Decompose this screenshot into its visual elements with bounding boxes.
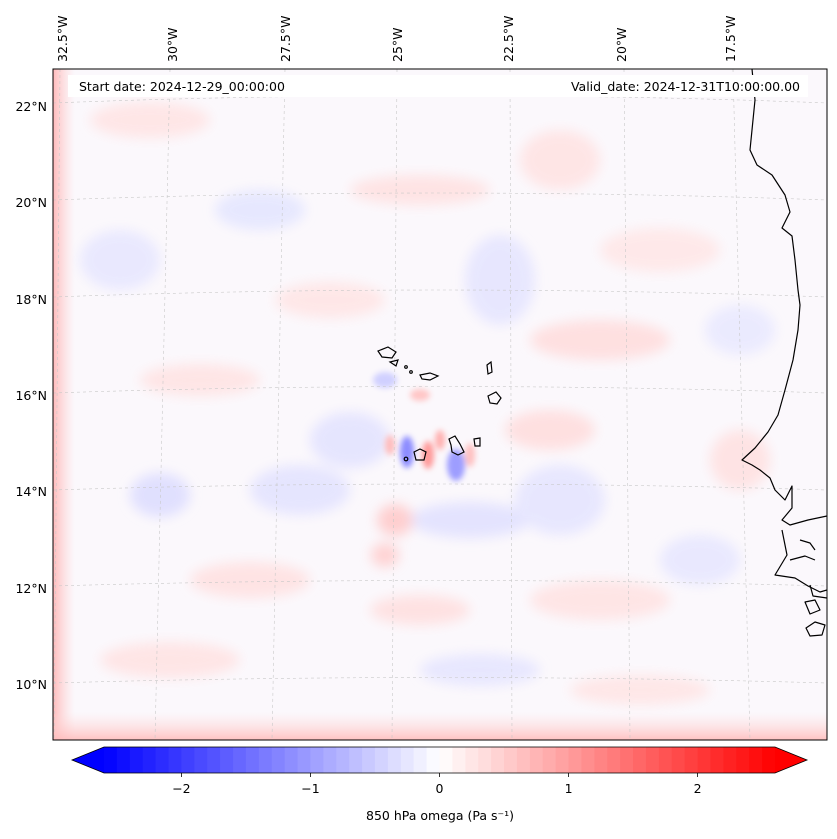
colorbar-tick-label: −1	[301, 781, 319, 796]
valid-date-label: Valid_date: 2024-12-31T10:00:00.00	[571, 79, 800, 94]
colorbar-cell	[581, 747, 595, 773]
colorbar-cell	[207, 747, 221, 773]
colorbar-cell	[155, 747, 170, 773]
colorbar-cell	[658, 747, 673, 773]
lon-tick-label: 17.5°W	[723, 16, 738, 62]
colorbar-cells	[72, 747, 807, 773]
colorbar-cell	[310, 747, 324, 773]
colorbar-extend-min	[72, 747, 104, 773]
colorbar-cell	[710, 747, 724, 773]
colorbar-cell	[736, 747, 750, 773]
colorbar-tick-label: 2	[694, 781, 702, 796]
colorbar-cell	[323, 747, 337, 773]
omega-field	[53, 69, 827, 740]
colorbar-cell	[542, 747, 557, 773]
lat-tick-label: 18°N	[15, 292, 47, 307]
colorbar-cell	[258, 747, 273, 773]
colorbar-cell	[439, 747, 453, 773]
colorbar-cell	[374, 747, 389, 773]
cape-verde-islands	[377, 346, 502, 462]
colorbar-outline	[70, 746, 809, 774]
colorbar-cell	[168, 747, 183, 773]
lat-tick-label: 14°N	[15, 484, 47, 499]
lon-tick-label: 25°W	[390, 27, 405, 62]
colorbar-cell	[555, 747, 570, 773]
colorbar-cell	[142, 747, 157, 773]
colorbar: −2 −1 0 1 2 850 hPa omega (Pa s⁻¹)	[70, 746, 809, 823]
colorbar-cell	[284, 747, 299, 773]
colorbar-cell	[129, 747, 144, 773]
colorbar-cell	[594, 747, 608, 773]
lon-tick-label: 32.5°W	[55, 16, 70, 62]
lat-tick-label: 20°N	[15, 195, 47, 210]
colorbar-cell	[633, 747, 647, 773]
colorbar-cell	[233, 747, 247, 773]
lat-tick-label: 22°N	[15, 99, 47, 114]
colorbar-cell	[568, 747, 583, 773]
lat-tick-label: 16°N	[15, 388, 47, 403]
colorbar-tick-label: 1	[565, 781, 573, 796]
colorbar-cell	[607, 747, 621, 773]
lon-tick-label: 22.5°W	[501, 16, 516, 62]
colorbar-cell	[362, 747, 376, 773]
colorbar-cell	[452, 747, 466, 773]
lon-tick-label: 27.5°W	[278, 16, 293, 62]
header-box	[68, 75, 808, 97]
colorbar-cell	[400, 747, 415, 773]
colorbar-extend-max	[775, 747, 807, 773]
colorbar-cell	[723, 747, 737, 773]
lon-tick-label: 20°W	[614, 27, 629, 62]
colorbar-cell	[220, 747, 234, 773]
colorbar-cell	[413, 747, 428, 773]
coastline	[741, 69, 827, 637]
colorbar-cell	[478, 747, 492, 773]
map-frame	[52, 68, 828, 741]
colorbar-cell	[116, 747, 131, 773]
lon-tick-label: 30°W	[165, 27, 180, 62]
colorbar-cell	[271, 747, 286, 773]
lat-tick-label: 12°N	[15, 581, 47, 596]
lat-tick-label: 10°N	[15, 677, 47, 692]
colorbar-cell	[684, 747, 699, 773]
colorbar-cell	[620, 747, 634, 773]
colorbar-cell	[516, 747, 531, 773]
colorbar-cell	[349, 747, 363, 773]
latitude-ticks: 22°N 20°N 18°N 16°N 14°N 12°N 10°N	[15, 99, 47, 692]
colorbar-cell	[762, 747, 776, 773]
colorbar-cell	[491, 747, 505, 773]
colorbar-cell	[465, 747, 479, 773]
gridlines	[53, 69, 827, 740]
colorbar-cell	[529, 747, 544, 773]
colorbar-cell	[387, 747, 402, 773]
longitude-ticks: 32.5°W 30°W 27.5°W 25°W 22.5°W 20°W 17.5…	[55, 16, 738, 62]
colorbar-cell	[749, 747, 763, 773]
colorbar-cell	[181, 747, 195, 773]
colorbar-cell	[645, 747, 660, 773]
colorbar-cell	[245, 747, 260, 773]
colorbar-cell	[297, 747, 312, 773]
colorbar-ticks: −2 −1 0 1 2	[172, 773, 702, 796]
colorbar-cell	[426, 747, 441, 773]
colorbar-cell	[194, 747, 208, 773]
colorbar-tick-label: −2	[172, 781, 190, 796]
colorbar-tick-label: 0	[436, 781, 444, 796]
colorbar-cell	[336, 747, 350, 773]
start-date-label: Start date: 2024-12-29_00:00:00	[79, 79, 285, 94]
colorbar-cell	[671, 747, 686, 773]
colorbar-label: 850 hPa omega (Pa s⁻¹)	[366, 808, 514, 823]
colorbar-cell	[504, 747, 518, 773]
colorbar-cell	[697, 747, 712, 773]
colorbar-cell	[104, 747, 118, 773]
